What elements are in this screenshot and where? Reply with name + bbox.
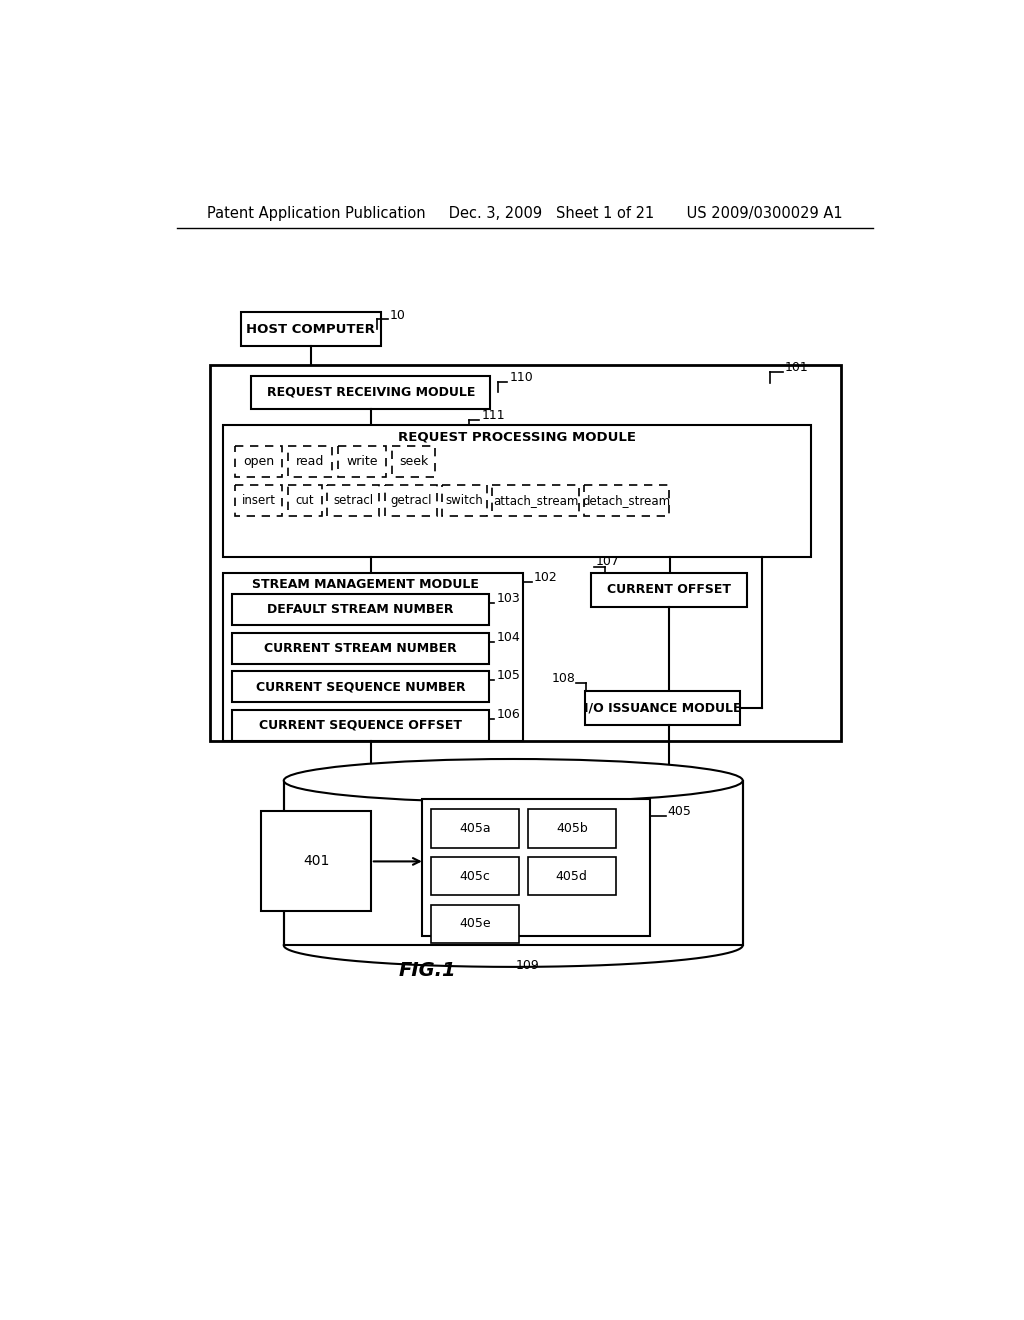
Bar [241, 313, 381, 346]
Text: HOST COMPUTER: HOST COMPUTER [247, 323, 375, 335]
Text: getracl: getracl [390, 494, 431, 507]
Bar [284, 780, 742, 945]
Bar [327, 484, 379, 516]
Bar [234, 446, 283, 478]
Bar [232, 710, 488, 741]
Text: 405a: 405a [459, 822, 490, 834]
Text: attach_stream: attach_stream [493, 494, 579, 507]
Bar [232, 671, 488, 702]
Text: REQUEST PROCESSING MODULE: REQUEST PROCESSING MODULE [398, 430, 636, 444]
Text: 111: 111 [481, 409, 505, 422]
Bar [339, 446, 386, 478]
Text: CURRENT STREAM NUMBER: CURRENT STREAM NUMBER [264, 642, 457, 655]
Text: switch: switch [445, 494, 483, 507]
Text: open: open [243, 455, 274, 469]
Text: CURRENT SEQUENCE NUMBER: CURRENT SEQUENCE NUMBER [256, 680, 465, 693]
Bar [210, 364, 842, 741]
Bar [232, 632, 488, 664]
Text: 405d: 405d [556, 870, 588, 883]
Text: 106: 106 [497, 708, 520, 721]
Bar [234, 484, 283, 516]
Bar [223, 573, 523, 741]
Text: 103: 103 [497, 593, 520, 606]
Text: 405e: 405e [459, 917, 490, 931]
Text: I/O ISSUANCE MODULE: I/O ISSUANCE MODULE [584, 702, 741, 714]
Bar [493, 484, 579, 516]
Text: DEFAULT STREAM NUMBER: DEFAULT STREAM NUMBER [267, 603, 454, 616]
Text: setracl: setracl [333, 494, 373, 507]
Bar [528, 857, 615, 895]
Bar [528, 809, 615, 847]
Text: 101: 101 [785, 362, 809, 375]
Bar [442, 484, 487, 516]
Bar [431, 904, 518, 942]
Text: detach_stream: detach_stream [583, 494, 671, 507]
Text: 405c: 405c [460, 870, 490, 883]
Text: CURRENT SEQUENCE OFFSET: CURRENT SEQUENCE OFFSET [259, 718, 462, 731]
Text: insert: insert [242, 494, 275, 507]
Bar [431, 857, 518, 895]
Bar [252, 376, 490, 409]
Bar [431, 809, 518, 847]
Text: cut: cut [295, 494, 314, 507]
Text: CURRENT OFFSET: CURRENT OFFSET [607, 583, 731, 597]
Bar [289, 446, 333, 478]
Text: 104: 104 [497, 631, 520, 644]
Text: STREAM MANAGEMENT MODULE: STREAM MANAGEMENT MODULE [252, 578, 479, 591]
Text: seek: seek [399, 455, 429, 469]
Text: 110: 110 [509, 371, 534, 384]
Text: write: write [346, 455, 378, 469]
Text: 401: 401 [303, 854, 330, 869]
Bar [261, 812, 371, 911]
Ellipse shape [284, 759, 742, 803]
Bar [288, 484, 322, 516]
Text: 109: 109 [515, 958, 540, 972]
Text: 405b: 405b [556, 822, 588, 834]
Bar [385, 484, 437, 516]
Bar [392, 446, 435, 478]
Bar [422, 799, 649, 936]
Bar [591, 573, 746, 607]
Text: 107: 107 [596, 556, 620, 569]
Text: read: read [296, 455, 325, 469]
Text: 108: 108 [552, 672, 575, 685]
Text: 10: 10 [390, 309, 406, 322]
Text: Patent Application Publication     Dec. 3, 2009   Sheet 1 of 21       US 2009/03: Patent Application Publication Dec. 3, 2… [207, 206, 843, 222]
Text: 105: 105 [497, 669, 520, 682]
Text: REQUEST RECEIVING MODULE: REQUEST RECEIVING MODULE [266, 385, 475, 399]
Bar [223, 425, 811, 557]
Bar [584, 484, 669, 516]
Text: FIG.1: FIG.1 [398, 961, 456, 981]
Text: 102: 102 [535, 570, 558, 583]
Bar [585, 692, 740, 725]
Bar [232, 594, 488, 626]
Text: 405: 405 [668, 805, 691, 818]
